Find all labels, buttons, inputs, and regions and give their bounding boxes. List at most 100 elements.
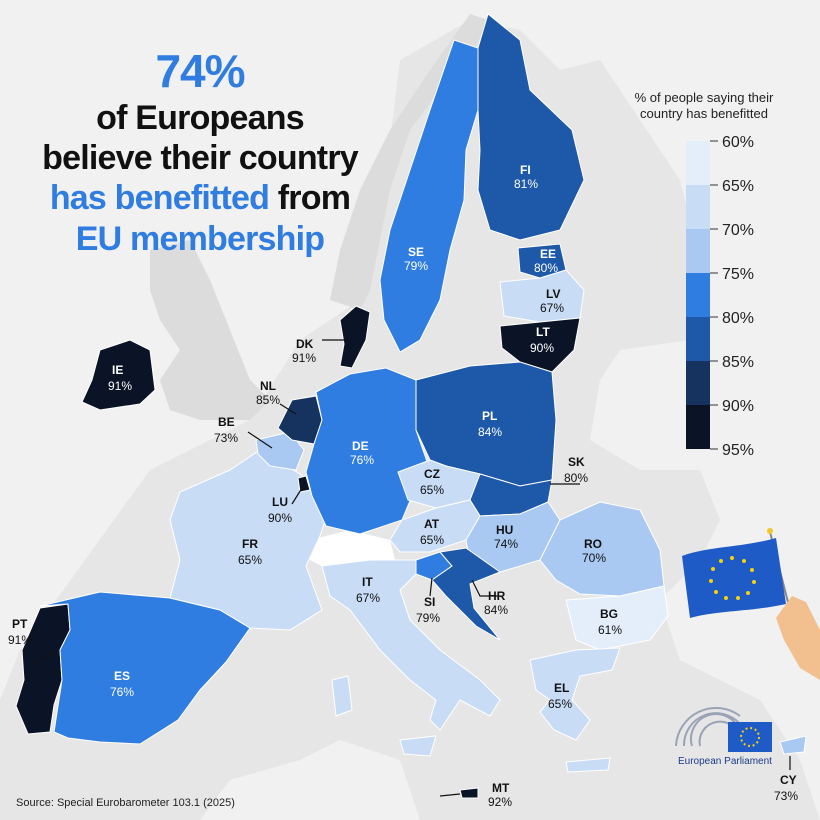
country-code-NL: NL <box>260 379 276 393</box>
european-parliament-logo <box>675 706 772 752</box>
flag-pole-tip <box>767 528 773 534</box>
country-code-FR: FR <box>242 537 258 551</box>
country-value-IE: 91% <box>108 379 132 393</box>
flag-cloth <box>682 538 786 618</box>
country-code-BE: BE <box>218 415 235 429</box>
country-value-EE: 80% <box>534 261 558 275</box>
country-value-NL: 85% <box>256 393 280 407</box>
source-note: Source: Special Eurobarometer 103.1 (202… <box>16 797 235 809</box>
country-value-ES: 76% <box>110 685 134 699</box>
country-value-HR: 84% <box>484 603 508 617</box>
leader-line-MT <box>439 793 461 797</box>
legend-swatch-85 <box>686 361 710 405</box>
country-shape-RO <box>539 501 665 597</box>
country-code-PT: PT <box>12 617 28 631</box>
legend-title-line-2: country has benefitted <box>640 106 768 121</box>
country-value-PT: 91% <box>8 633 32 647</box>
country-value-MT: 92% <box>488 795 512 809</box>
legend-label-80: 80% <box>722 310 754 327</box>
leader-line-BE <box>247 431 273 449</box>
country-shape-FI <box>477 13 585 241</box>
headline: 74% of Europeans believe their country h… <box>10 44 390 259</box>
legend: 60% 65% 70% 75% 80% 85% 90% 95% <box>686 134 754 459</box>
country-code-AT: AT <box>424 517 440 531</box>
leader-line-PT <box>29 651 57 665</box>
legend-label-60: 60% <box>722 134 754 151</box>
country-code-RO: RO <box>584 537 602 551</box>
ep-flag-icon <box>728 722 772 752</box>
country-code-LU: LU <box>272 495 288 509</box>
country-value-CZ: 65% <box>420 483 444 497</box>
headline-line-4: EU membership <box>75 219 325 258</box>
country-shape-DK <box>339 305 371 369</box>
country-code-FI: FI <box>520 163 531 177</box>
country-value-AT: 65% <box>420 533 444 547</box>
legend-swatch-70 <box>686 229 710 273</box>
country-value-FR: 65% <box>238 553 262 567</box>
legend-title-line-1: % of people saying their <box>634 90 774 105</box>
legend-swatch-65 <box>686 185 710 229</box>
country-code-EL: EL <box>554 681 569 695</box>
country-value-SK: 80% <box>564 471 588 485</box>
country-shape-IT <box>321 559 501 731</box>
leader-line-NL <box>279 403 297 415</box>
country-value-IT: 67% <box>356 591 380 605</box>
country-code-HU: HU <box>496 523 513 537</box>
country-value-EL: 65% <box>548 697 572 711</box>
legend-label-85: 85% <box>722 354 754 371</box>
country-shape-IE <box>81 339 156 411</box>
country-code-SK: SK <box>568 455 585 469</box>
hemicycle-icon <box>675 706 741 747</box>
country-shape-CY <box>779 735 807 755</box>
headline-percent: 74% <box>155 45 245 97</box>
legend-label-75: 75% <box>722 266 754 283</box>
country-value-LU: 90% <box>268 511 292 525</box>
label-leader-lines <box>29 339 791 797</box>
country-value-BG: 61% <box>598 623 622 637</box>
country-labels: PT 91% ES 76% FR 65% IE 91% BE 73% NL 85… <box>8 163 798 809</box>
hand-shape <box>776 596 820 680</box>
country-code-LT: LT <box>536 325 550 339</box>
country-code-ES: ES <box>114 669 130 683</box>
country-code-CZ: CZ <box>424 467 440 481</box>
legend-label-70: 70% <box>722 222 754 239</box>
headline-line-2: believe their country <box>42 139 359 178</box>
country-value-CY: 73% <box>774 789 798 803</box>
leader-line-SI <box>429 577 433 597</box>
country-value-LT: 90% <box>530 341 554 355</box>
country-shape-HR <box>431 547 502 641</box>
country-value-LV: 67% <box>540 301 564 315</box>
country-value-DK: 91% <box>292 351 316 365</box>
country-value-DE: 76% <box>350 453 374 467</box>
country-code-IT: IT <box>362 575 373 589</box>
country-code-DE: DE <box>352 439 369 453</box>
country-code-IE: IE <box>112 363 123 377</box>
country-code-DK: DK <box>296 337 314 351</box>
country-code-BG: BG <box>600 607 618 621</box>
country-value-RO: 70% <box>582 551 606 565</box>
legend-label-90: 90% <box>722 398 754 415</box>
crete-shape <box>565 757 611 773</box>
leader-line-LU <box>291 487 303 505</box>
country-value-SE: 79% <box>404 259 428 273</box>
uk-shape <box>150 240 270 420</box>
european-parliament-label: European Parliament <box>678 756 772 767</box>
headline-line-3: has benefitted from <box>10 178 390 218</box>
country-shape-LV <box>499 269 585 323</box>
flag-stars <box>709 556 756 600</box>
country-value-HU: 74% <box>494 537 518 551</box>
norway-shape <box>330 14 488 310</box>
legend-swatch-75 <box>686 273 710 317</box>
country-value-SI: 79% <box>416 611 440 625</box>
legend-swatch-60 <box>686 141 710 185</box>
country-value-FI: 81% <box>514 177 538 191</box>
country-code-MT: MT <box>492 781 510 795</box>
eu-flag-illustration <box>682 528 820 680</box>
country-value-PL: 84% <box>478 425 502 439</box>
legend-title: % of people saying their country has ben… <box>604 90 804 122</box>
headline-line-1: of Europeans <box>96 99 304 138</box>
country-code-CY: CY <box>780 773 797 787</box>
country-code-SE: SE <box>408 245 424 259</box>
